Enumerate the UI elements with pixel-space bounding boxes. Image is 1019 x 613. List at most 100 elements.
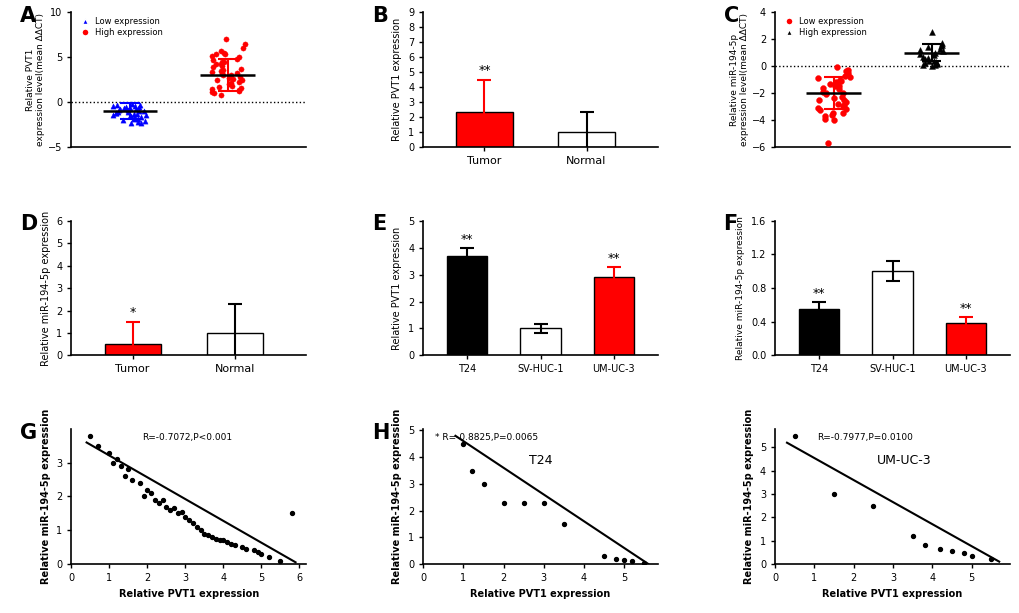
Point — [90, 441, 106, 451]
Point — [835, 102, 851, 112]
Point — [132, 118, 149, 128]
Text: **: ** — [607, 252, 620, 265]
Point — [926, 61, 943, 70]
Point — [169, 508, 185, 518]
Point — [841, 72, 857, 82]
Point — [126, 102, 143, 112]
Point — [925, 50, 942, 60]
Point — [128, 109, 145, 118]
Point — [838, 97, 854, 107]
Point — [283, 508, 300, 518]
Point — [817, 88, 834, 98]
Y-axis label: Relative miR-194-5p expression: Relative miR-194-5p expression — [744, 409, 754, 584]
Point — [830, 82, 847, 91]
Point — [808, 74, 824, 83]
Point — [817, 89, 834, 99]
Point — [933, 40, 950, 50]
Point — [162, 505, 178, 515]
Point — [825, 489, 842, 499]
Point — [931, 544, 948, 554]
Point — [816, 111, 833, 121]
Text: **: ** — [812, 287, 824, 300]
X-axis label: Relative PVT1 expression: Relative PVT1 expression — [118, 588, 259, 598]
Bar — [558, 132, 613, 147]
Point — [927, 58, 944, 67]
Point — [535, 498, 551, 508]
Point — [105, 458, 121, 468]
Point — [923, 28, 940, 37]
Point — [211, 535, 227, 544]
Point — [827, 77, 844, 87]
Point — [835, 88, 851, 98]
Point — [111, 105, 127, 115]
Point — [515, 498, 531, 508]
Point — [233, 64, 250, 74]
Text: D: D — [19, 214, 37, 234]
Point — [224, 81, 240, 91]
Y-axis label: Relative PVT1 expression: Relative PVT1 expression — [392, 18, 403, 141]
Text: * R=-0.8825,P=0.0065: * R=-0.8825,P=0.0065 — [435, 433, 538, 443]
Point — [129, 114, 146, 124]
Point — [555, 519, 572, 529]
Text: **: ** — [478, 64, 490, 77]
Point — [101, 447, 117, 457]
Point — [200, 530, 216, 540]
Point — [934, 47, 951, 56]
Point — [839, 68, 855, 78]
Point — [636, 558, 652, 568]
Point — [914, 51, 930, 61]
Point — [223, 78, 239, 88]
Point — [154, 495, 170, 504]
Point — [919, 42, 935, 52]
Point — [206, 88, 222, 98]
Point — [832, 75, 848, 85]
Point — [914, 60, 930, 70]
Point — [117, 102, 133, 112]
Point — [204, 532, 220, 542]
Point — [226, 541, 243, 550]
Point — [824, 93, 841, 103]
Point — [122, 118, 139, 128]
Point — [230, 52, 247, 62]
Point — [143, 488, 159, 498]
Bar — [457, 112, 513, 147]
Point — [475, 479, 491, 489]
Point — [924, 56, 941, 66]
Point — [816, 113, 833, 123]
Point — [147, 495, 163, 504]
Point — [910, 45, 926, 55]
Point — [104, 110, 120, 120]
Point — [819, 138, 836, 148]
Point — [213, 59, 229, 69]
Point — [112, 104, 128, 114]
Bar — [871, 272, 912, 356]
Point — [813, 83, 829, 93]
Point — [916, 55, 932, 64]
Point — [916, 58, 932, 68]
Point — [829, 99, 846, 109]
Point — [233, 75, 250, 85]
Point — [932, 41, 949, 51]
Point — [112, 461, 128, 471]
Y-axis label: Relative miR-194-5p expression: Relative miR-194-5p expression — [392, 409, 403, 584]
Point — [211, 82, 227, 91]
Y-axis label: Relative PVT1
expression level(mean ΔΔCT): Relative PVT1 expression level(mean ΔΔCT… — [25, 13, 45, 146]
Point — [904, 531, 920, 541]
Point — [261, 552, 277, 562]
Point — [213, 61, 229, 71]
Bar — [105, 344, 160, 356]
Point — [955, 549, 971, 558]
Point — [222, 539, 238, 549]
Point — [811, 105, 827, 115]
Point — [221, 73, 237, 83]
Point — [115, 103, 131, 113]
Y-axis label: Relative miR-194-5p expression: Relative miR-194-5p expression — [41, 409, 51, 584]
Point — [216, 56, 232, 66]
Point — [125, 115, 142, 124]
Text: *: * — [129, 306, 136, 319]
Bar — [593, 277, 634, 356]
X-axis label: Relative PVT1 expression: Relative PVT1 expression — [470, 588, 610, 598]
Point — [119, 105, 136, 115]
Bar — [798, 309, 839, 356]
Point — [786, 431, 802, 441]
